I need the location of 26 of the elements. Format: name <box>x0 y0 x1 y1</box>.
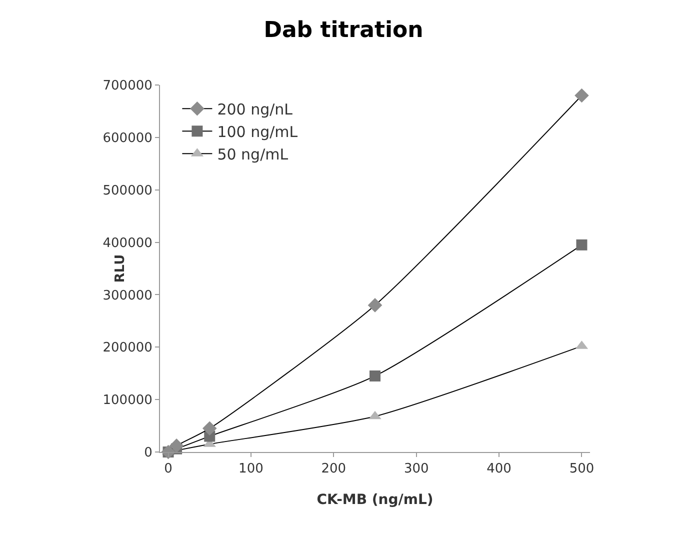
x-tick-label: 100 <box>238 462 264 477</box>
point <box>576 239 588 250</box>
y-tick-label: 200000 <box>102 340 152 356</box>
legend-label: 100 ng/mL <box>217 122 298 141</box>
y-tick-label: 600000 <box>102 130 152 146</box>
y-tick-label: 0 <box>144 446 152 461</box>
x-tick-label: 500 <box>569 462 594 477</box>
x-tick-label: 300 <box>404 462 429 477</box>
y-tick-label: 300000 <box>102 288 152 304</box>
x-axis-title: CK-MB (ng/mL) <box>316 492 434 508</box>
point <box>169 438 184 453</box>
y-tick-label: 700000 <box>102 78 152 94</box>
y-tick-label: 100000 <box>102 393 152 408</box>
chart-title: Dab titration <box>264 18 424 44</box>
point <box>368 298 382 312</box>
legend-label: 50 ng/mL <box>217 145 289 164</box>
point <box>370 370 380 382</box>
point <box>202 421 217 436</box>
x-tick-label: 0 <box>164 462 172 477</box>
x-tick-label: 400 <box>486 462 512 477</box>
y-tick-label: 400000 <box>102 236 152 251</box>
y-axis-title: RLU <box>113 254 128 283</box>
y-tick-label: 500000 <box>102 183 152 198</box>
legend-label: 200 ng/nL <box>217 100 294 118</box>
x-tick-label: 200 <box>321 462 346 477</box>
point <box>574 88 589 103</box>
